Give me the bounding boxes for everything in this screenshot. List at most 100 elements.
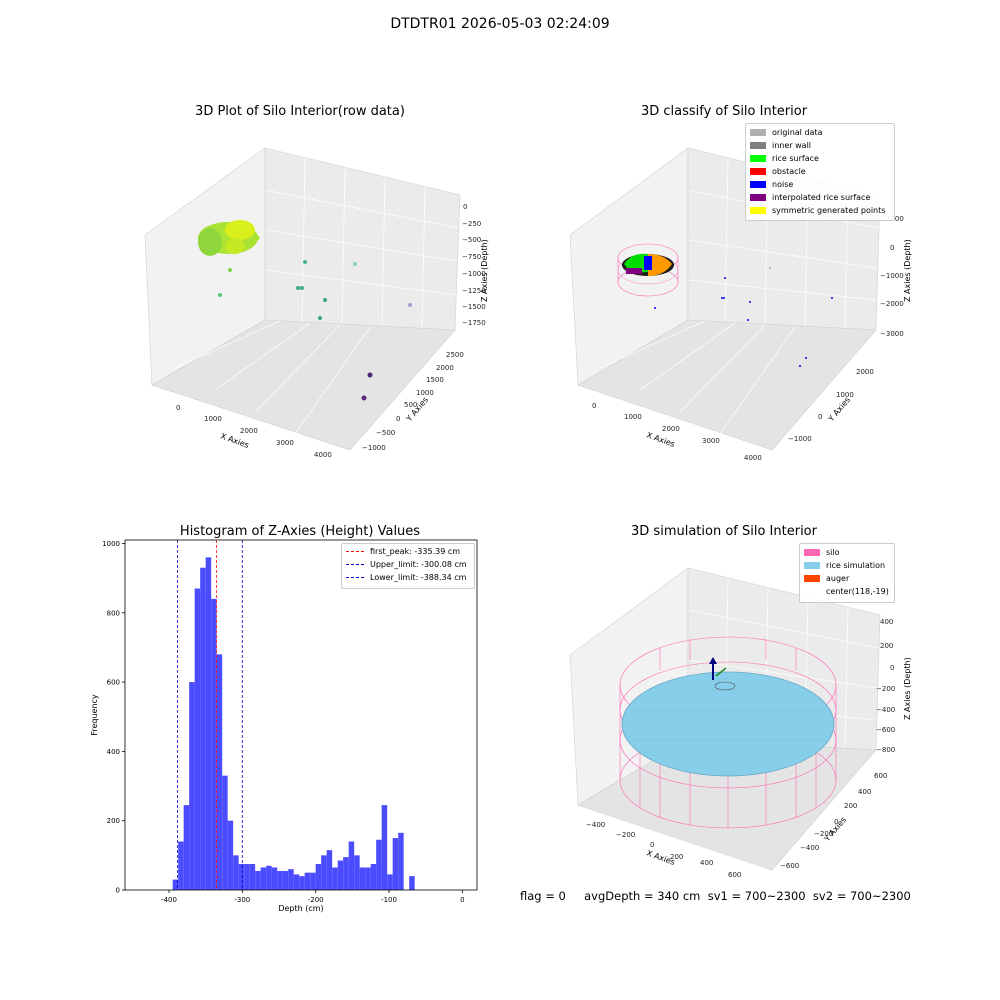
histogram-bar bbox=[260, 867, 267, 890]
histogram-y-tick-label: 400 bbox=[107, 748, 120, 756]
histogram-bar bbox=[222, 775, 228, 890]
classify-legend-item: rice surface bbox=[746, 152, 894, 165]
histogram-title: Histogram of Z-Axies (Height) Values bbox=[179, 524, 421, 539]
histogram-y-label: Frequency bbox=[90, 694, 99, 736]
classify-legend-swatch bbox=[750, 129, 766, 136]
classify-legend-swatch bbox=[750, 168, 766, 175]
histogram-bar bbox=[359, 867, 366, 890]
sim-z-tick: 400 bbox=[880, 618, 893, 626]
histogram-bar bbox=[255, 870, 261, 890]
histogram-bar bbox=[178, 841, 184, 890]
histogram-bar bbox=[304, 872, 311, 890]
sim-z-tick: 200 bbox=[880, 642, 893, 650]
simulation-status-line: flag = 0 avgDepth = 340 cm sv1 = 700~230… bbox=[520, 889, 911, 903]
sim-legend-swatch bbox=[804, 549, 820, 556]
sim-legend-label: silo bbox=[826, 548, 840, 557]
classify-legend-swatch bbox=[750, 194, 766, 201]
classify-legend-label: interpolated rice surface bbox=[772, 193, 871, 202]
classified-silo-cylinder bbox=[617, 243, 679, 297]
histogram-bar bbox=[172, 879, 179, 890]
raw-y-label: Y Axies bbox=[404, 395, 430, 424]
histogram-bar bbox=[409, 876, 415, 890]
classify-z-label: Z Axies (Depth) bbox=[903, 239, 912, 302]
classify-legend-item: original data bbox=[746, 126, 894, 139]
histogram-bar bbox=[266, 865, 272, 890]
raw-x-tick: 4000 bbox=[314, 451, 332, 459]
histogram-bar bbox=[189, 682, 195, 890]
histogram-bar bbox=[238, 864, 245, 890]
raw-z-tick: 0 bbox=[463, 203, 467, 211]
histogram-bar bbox=[326, 850, 333, 890]
sim-x-tick: 400 bbox=[700, 859, 713, 867]
classify-z-tick: −3000 bbox=[880, 330, 904, 338]
histogram-x-tick-label: -200 bbox=[308, 896, 324, 904]
histogram-bar bbox=[205, 557, 212, 890]
raw-3d-plot[interactable]: 0 1000 2000 3000 4000 −1000 −500 0 500 1… bbox=[130, 130, 490, 460]
classify-legend-item: inner wall bbox=[746, 139, 894, 152]
classify-z-tick: −1000 bbox=[880, 272, 904, 280]
sim-legend-label: rice simulation bbox=[826, 561, 886, 570]
histogram-legend-swatch bbox=[346, 551, 364, 552]
raw-y-tick: 500 bbox=[404, 401, 417, 409]
classify-x-tick: 2000 bbox=[662, 425, 680, 433]
histogram-bar bbox=[381, 805, 388, 890]
histogram-bar bbox=[288, 869, 294, 890]
classify-x-label: X Axies bbox=[645, 430, 676, 449]
classify-x-tick: 0 bbox=[592, 402, 596, 410]
histogram-bar bbox=[315, 864, 322, 890]
sim-z-tick: −600 bbox=[876, 726, 895, 734]
histogram-bar bbox=[376, 839, 382, 890]
histogram-bar bbox=[332, 867, 338, 890]
histogram-bar bbox=[387, 874, 393, 890]
sim-x-label: X Axies bbox=[645, 848, 676, 867]
classify-y-label: Y Axies bbox=[826, 395, 852, 424]
sim-x-tick: 600 bbox=[728, 871, 741, 879]
sim-legend-item: silo bbox=[800, 546, 894, 559]
sim-x-tick: 200 bbox=[670, 853, 683, 861]
histogram-legend-item: Upper_limit: -300.08 cm bbox=[342, 558, 474, 571]
raw-y-tick: 1500 bbox=[426, 376, 444, 384]
sim-x-tick: −200 bbox=[616, 831, 635, 839]
sim-z-tick: 0 bbox=[890, 664, 894, 672]
histogram-bar bbox=[194, 588, 201, 890]
raw-z-tick: −500 bbox=[462, 236, 481, 244]
raw-plot-title: 3D Plot of Silo Interior(row data) bbox=[195, 104, 405, 119]
sim-y-tick: −200 bbox=[814, 830, 833, 838]
sim-y-tick: 600 bbox=[874, 772, 887, 780]
histogram-bar bbox=[200, 567, 206, 890]
classify-y-tick: −1000 bbox=[788, 435, 812, 443]
histogram-x-tick-label: -300 bbox=[234, 896, 250, 904]
simulation-plot-title: 3D simulation of Silo Interior bbox=[631, 524, 817, 539]
classify-legend-label: rice surface bbox=[772, 154, 819, 163]
histogram-bar bbox=[343, 857, 349, 890]
histogram-bar bbox=[370, 864, 377, 890]
raw-z-tick: −250 bbox=[462, 220, 481, 228]
histogram-plot-frame bbox=[124, 539, 478, 891]
histogram-bar bbox=[348, 841, 355, 890]
classify-x-tick: 3000 bbox=[702, 437, 720, 445]
histogram-y-tick-label: 200 bbox=[107, 817, 120, 825]
classify-legend-swatch bbox=[750, 155, 766, 162]
classify-legend-label: inner wall bbox=[772, 141, 812, 150]
classify-y-tick: 1000 bbox=[836, 391, 854, 399]
classify-legend-item: interpolated rice surface bbox=[746, 191, 894, 204]
classify-legend-item: noise bbox=[746, 178, 894, 191]
histogram-bar bbox=[277, 870, 283, 890]
simulation-3d-plot[interactable]: −400 −200 0 200 400 600 −600 −400 −200 0… bbox=[560, 550, 920, 880]
sim-legend-label: center(118,-19) bbox=[826, 587, 889, 596]
raw-point-cloud bbox=[198, 220, 412, 401]
histogram-legend-item: first_peak: -335.39 cm bbox=[342, 545, 474, 558]
histogram-chart[interactable]: -400 -300 -200 -100 0 0 200 400 600 800 1000 Dept… bbox=[80, 535, 490, 920]
simulated-rice-surface bbox=[621, 671, 835, 777]
sim-legend-swatch bbox=[804, 575, 820, 582]
sim-legend-item: center(118,-19) bbox=[800, 585, 894, 598]
histogram-bar bbox=[337, 860, 344, 890]
raw-x-tick: 2000 bbox=[240, 427, 258, 435]
raw-y-tick: 1000 bbox=[416, 389, 434, 397]
raw-y-tick: −1000 bbox=[362, 444, 386, 452]
raw-z-tick: −750 bbox=[462, 253, 481, 261]
classify-y-tick: 0 bbox=[818, 413, 822, 421]
sim-legend-swatch bbox=[804, 562, 820, 569]
raw-z-label: Z Axies (Depth) bbox=[480, 239, 489, 302]
histogram-bar bbox=[282, 870, 289, 890]
